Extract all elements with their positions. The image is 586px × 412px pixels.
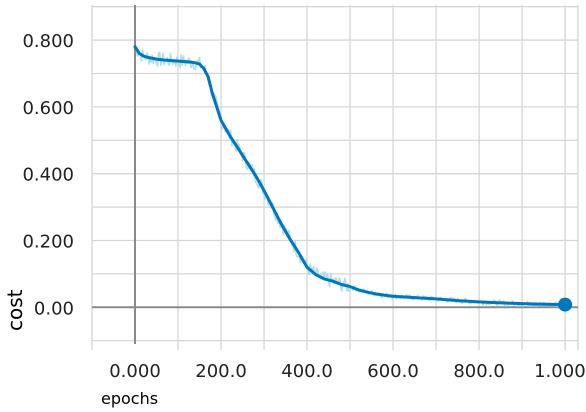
x-tick-label: 800.0 bbox=[453, 361, 505, 382]
x-tick-label: 600.0 bbox=[367, 361, 419, 382]
y-tick-labels: 0.00 0.200 0.400 0.600 0.800 bbox=[22, 31, 74, 319]
y-tick-label: 0.200 bbox=[22, 231, 74, 252]
x-axis-title: epochs bbox=[101, 389, 158, 408]
x-tick-label: 1.000k bbox=[534, 361, 586, 382]
y-axis-title: cost bbox=[3, 289, 27, 331]
grid bbox=[91, 5, 579, 350]
x-tick-label: 0.000 bbox=[109, 361, 161, 382]
x-tick-label: 200.0 bbox=[195, 361, 247, 382]
y-tick-label: 0.800 bbox=[22, 31, 74, 52]
x-tick-labels: 0.000 200.0 400.0 600.0 800.0 1.000k bbox=[109, 361, 586, 382]
zero-lines bbox=[92, 5, 578, 344]
y-tick-label: 0.400 bbox=[22, 165, 74, 186]
y-tick-label: 0.00 bbox=[34, 298, 74, 319]
series-end-marker bbox=[558, 297, 573, 312]
x-tick-label: 400.0 bbox=[281, 361, 333, 382]
series bbox=[133, 45, 573, 312]
y-tick-label: 0.600 bbox=[22, 98, 74, 119]
series-line bbox=[133, 45, 567, 307]
